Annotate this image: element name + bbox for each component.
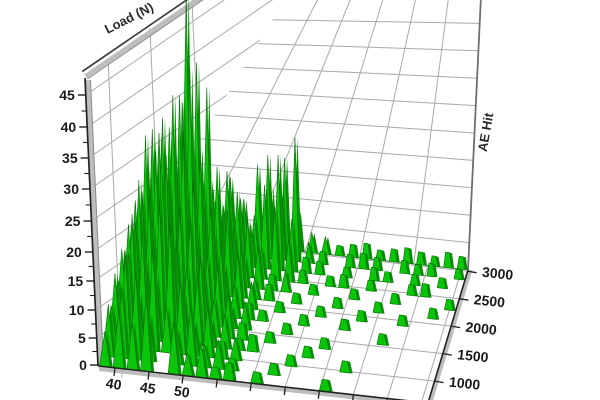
- left-axis-tick-label: 5: [78, 330, 86, 346]
- spike-run: [307, 283, 320, 296]
- right-axis-tick-label: 3000: [481, 264, 514, 283]
- spike-rows: [99, 0, 468, 393]
- spike-run: [267, 362, 281, 377]
- spike-run: [444, 298, 456, 312]
- spike-run: [280, 322, 294, 336]
- spike-run: [301, 345, 315, 359]
- spike-run: [427, 307, 440, 320]
- right-axis-title: AE Hit: [475, 111, 497, 153]
- left-axis-tick-label: 30: [63, 181, 79, 197]
- frame-edges: [81, 0, 473, 400]
- spike-run: [453, 268, 465, 281]
- spike-run: [365, 279, 378, 292]
- right-axis-tick-label: 1000: [448, 374, 481, 393]
- axes: 40 45 50 1000150020002500300045403530252015…: [59, 77, 514, 400]
- spike-run: [339, 360, 353, 374]
- left-axis-tick-label: 40: [61, 119, 77, 135]
- spike-run: [314, 305, 327, 318]
- spike-run: [284, 354, 298, 368]
- spike-run: [348, 288, 361, 301]
- right-axis-tick-label: 2500: [473, 291, 506, 310]
- spike-run: [319, 379, 333, 393]
- spike-run: [290, 292, 303, 305]
- spike-run: [396, 314, 409, 327]
- right-axis-tick-label: 2000: [465, 319, 498, 338]
- left-axis-tick-label: 15: [68, 273, 84, 289]
- spike-run: [297, 314, 311, 327]
- spike-run: [436, 277, 449, 290]
- spike-run: [344, 252, 384, 272]
- spike-run: [372, 301, 385, 314]
- bottom-axis-tick-label: 40: [105, 375, 123, 393]
- left-axis-tick-label: 10: [69, 302, 85, 318]
- bottom-axis-tick-label: 50: [173, 382, 191, 400]
- spike-run: [376, 333, 390, 346]
- left-axis-tick-label: 20: [66, 244, 82, 260]
- spike-run: [399, 260, 438, 278]
- spike-run: [406, 283, 432, 298]
- spike-run: [409, 274, 421, 287]
- right-axis-tick-label: 1500: [457, 346, 490, 365]
- spike-run: [273, 300, 286, 314]
- spike-run: [331, 296, 344, 310]
- spike-run: [368, 267, 394, 283]
- spike-run: [324, 274, 350, 289]
- left-axis-tick-label: 0: [79, 357, 87, 373]
- spike-run: [318, 337, 332, 350]
- spike-run: [263, 331, 277, 344]
- spike-run: [250, 371, 265, 385]
- spike-run: [389, 292, 402, 305]
- left-axis-tick-label: 45: [59, 87, 75, 103]
- spike-run: [355, 310, 368, 323]
- spike-run: [338, 318, 352, 332]
- left-axis-tick-label: 25: [65, 213, 81, 229]
- left-axis-tick-label: 35: [62, 150, 78, 166]
- bottom-axis-tick-label: 45: [139, 379, 157, 397]
